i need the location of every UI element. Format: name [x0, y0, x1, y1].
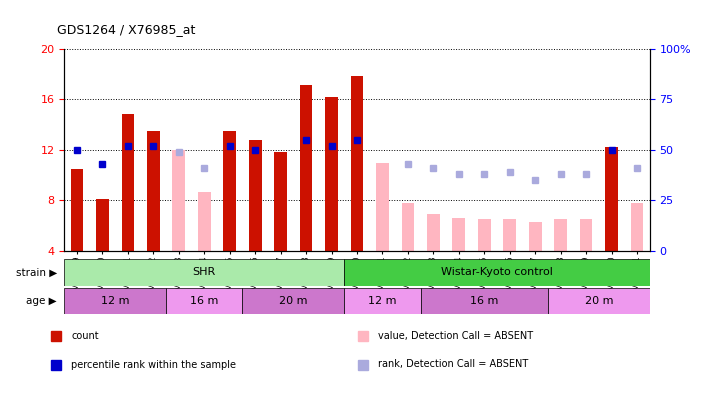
Text: SHR: SHR	[193, 267, 216, 277]
Text: age ▶: age ▶	[26, 296, 57, 306]
Text: GDS1264 / X76985_at: GDS1264 / X76985_at	[57, 23, 196, 36]
Bar	[421, 288, 548, 314]
Bar	[96, 199, 109, 251]
Bar	[344, 288, 421, 314]
Bar	[401, 203, 414, 251]
Text: 20 m: 20 m	[279, 296, 308, 306]
Bar	[166, 288, 243, 314]
Bar	[243, 288, 344, 314]
Text: 12 m: 12 m	[101, 296, 129, 306]
Text: value, Detection Call = ABSENT: value, Detection Call = ABSENT	[378, 331, 533, 341]
Bar	[274, 152, 287, 251]
Bar	[300, 85, 313, 251]
Bar	[427, 214, 440, 251]
Bar	[223, 131, 236, 251]
Bar	[121, 115, 134, 251]
Bar	[147, 131, 160, 251]
Bar	[351, 77, 363, 251]
Bar	[478, 220, 491, 251]
Text: count: count	[71, 331, 99, 341]
Bar	[325, 97, 338, 251]
Bar	[503, 220, 516, 251]
Bar	[554, 220, 567, 251]
Text: strain ▶: strain ▶	[16, 267, 57, 277]
Bar	[64, 259, 344, 286]
Text: 16 m: 16 m	[190, 296, 218, 306]
Text: 16 m: 16 m	[470, 296, 498, 306]
Bar	[344, 259, 650, 286]
Bar	[198, 192, 211, 251]
Text: rank, Detection Call = ABSENT: rank, Detection Call = ABSENT	[378, 360, 529, 369]
Bar	[376, 162, 389, 251]
Bar	[580, 220, 593, 251]
Bar	[453, 218, 466, 251]
Bar	[529, 222, 541, 251]
Text: 20 m: 20 m	[585, 296, 613, 306]
Bar	[548, 288, 650, 314]
Text: percentile rank within the sample: percentile rank within the sample	[71, 360, 236, 369]
Text: Wistar-Kyoto control: Wistar-Kyoto control	[441, 267, 553, 277]
Bar	[64, 288, 166, 314]
Bar	[71, 169, 84, 251]
Bar	[173, 150, 185, 251]
Bar	[605, 147, 618, 251]
Text: 12 m: 12 m	[368, 296, 397, 306]
Bar	[248, 140, 261, 251]
Bar	[630, 203, 643, 251]
